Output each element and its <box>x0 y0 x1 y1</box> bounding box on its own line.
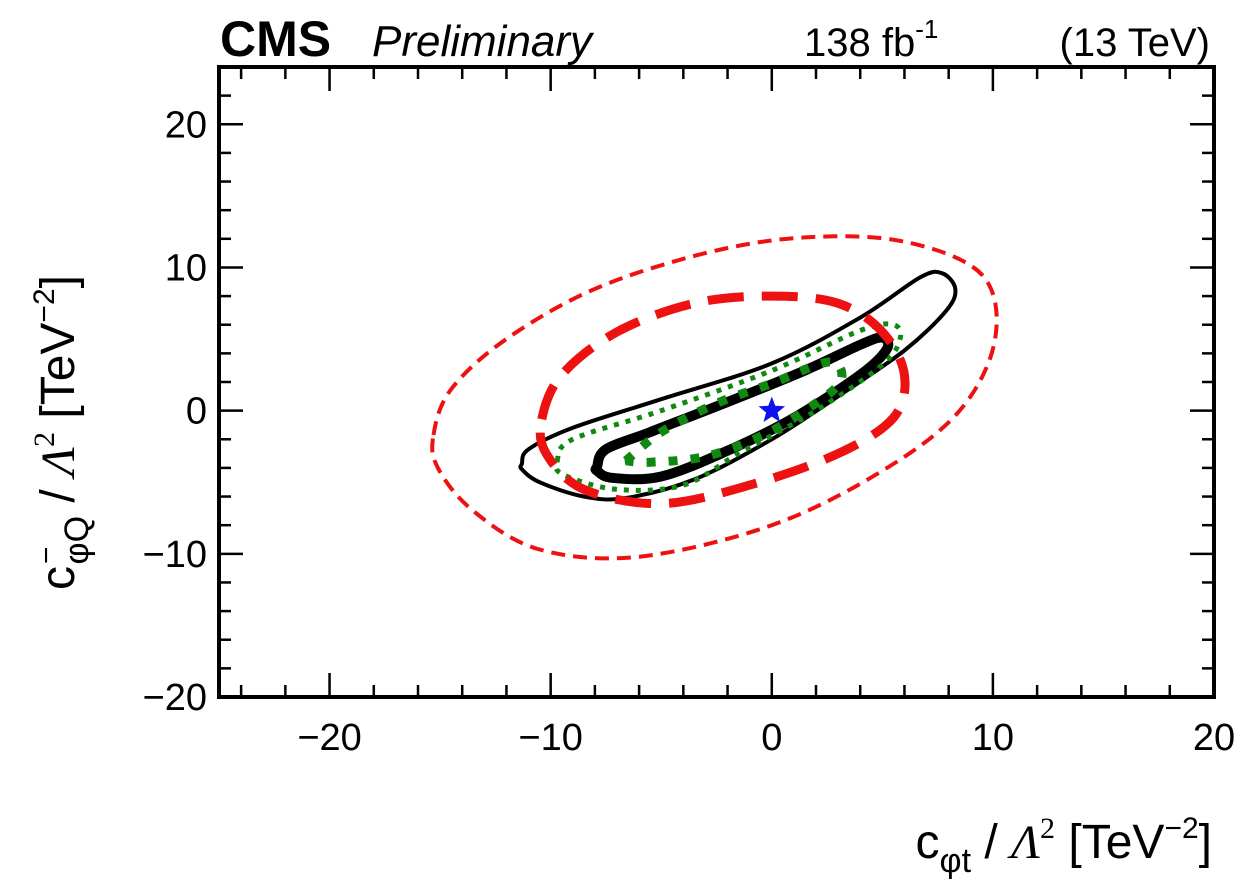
x-tick-label: 10 <box>972 717 1014 759</box>
x-axis-lambda: Λ <box>1007 816 1040 869</box>
contour-black-68-thick <box>590 332 894 485</box>
x-axis-slash: / <box>971 816 1011 869</box>
x-axis-symbol: c <box>916 816 940 869</box>
cms-label: CMS <box>220 11 331 67</box>
contour-green-95-dotted <box>553 321 904 493</box>
y-tick-label: 10 <box>165 247 207 289</box>
lumi-value: 138 fb <box>804 21 915 65</box>
x-axis-lambda-exponent: 2 <box>1040 812 1055 845</box>
energy-label: (13 TeV) <box>1060 21 1210 65</box>
x-tick-label: −20 <box>297 717 361 759</box>
best-fit-star-icon <box>758 396 786 422</box>
y-axis-symbol: c <box>32 566 85 590</box>
x-axis-unit: [TeV <box>1055 816 1164 869</box>
y-axis-close-bracket: ] <box>32 275 85 288</box>
axis-tick-labels: −20 −10 0 10 20 −20 −10 0 10 20 <box>143 104 1236 759</box>
x-axis-title: cφt / Λ2 [TeV−2] <box>916 812 1212 880</box>
contour-red-95-dashed <box>430 234 999 561</box>
x-axis-subscript: φt <box>940 842 972 880</box>
lumi-label: 138 fb-1 <box>804 14 938 65</box>
x-tick-label: 0 <box>761 717 782 759</box>
y-axis-lambda: Λ <box>32 447 85 480</box>
y-tick-label: −10 <box>143 534 207 576</box>
contour-red-68-dashed <box>535 291 910 509</box>
y-axis-unit: [TeV <box>32 323 85 432</box>
lumi-exponent: -1 <box>915 14 938 44</box>
plot-frame <box>217 65 1216 699</box>
y-axis-subscript-bar: − <box>30 546 63 564</box>
y-axis-unit-exponent: −2 <box>28 288 61 322</box>
y-axis-slash: / <box>32 476 85 516</box>
x-axis-unit-exponent: −2 <box>1164 812 1198 845</box>
y-axis-subscript: φQ <box>58 516 96 565</box>
contour-black-95-thin <box>518 269 958 502</box>
y-axis-lambda-exponent: 2 <box>28 432 61 447</box>
y-tick-label: −20 <box>143 677 207 719</box>
y-tick-label: 0 <box>186 391 207 433</box>
plot-area: −20 −10 0 10 20 −20 −10 0 10 20 <box>143 65 1236 759</box>
x-tick-label: −10 <box>518 717 582 759</box>
preliminary-label: Preliminary <box>372 17 595 66</box>
y-axis-title: c −φQ / Λ2 [TeV−2] <box>28 275 96 590</box>
contour-layer <box>430 234 999 561</box>
x-tick-label: 20 <box>1193 717 1235 759</box>
y-tick-label: 20 <box>165 104 207 146</box>
contour-green-68-dotted <box>617 357 847 468</box>
x-axis-close-bracket: ] <box>1199 816 1212 869</box>
